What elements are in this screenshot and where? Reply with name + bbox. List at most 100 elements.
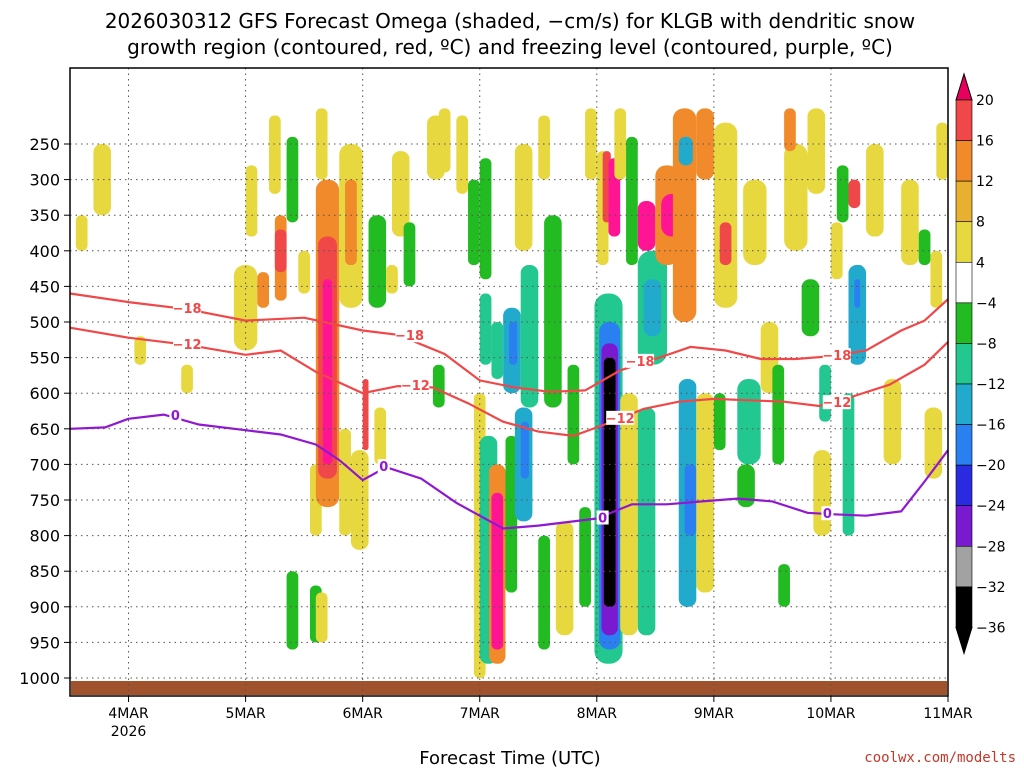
omega-cell-85 [772, 364, 785, 465]
y-axis: 250 300 350 400 450 500 550 600 650 700 750 800 850 9… [19, 135, 70, 688]
omega-cell-36 [479, 293, 492, 365]
colorbar-label-9: −20 [976, 458, 1006, 474]
y-tick-label-950: 950 [29, 633, 60, 652]
contour-label-4: −12 [401, 379, 430, 394]
omega-cell-79 [719, 222, 732, 266]
x-tick-label-11: 11MAR [923, 706, 972, 722]
omega-shading-layer [75, 108, 948, 678]
omega-cell-93 [830, 222, 843, 280]
omega-cell-64 [620, 393, 638, 636]
contour-label-bg-7 [606, 410, 635, 425]
y-tick-label-350: 350 [29, 206, 60, 225]
y-tick-label-600: 600 [29, 384, 60, 403]
y-tick-label-450: 450 [29, 277, 60, 296]
omega-cell-8 [274, 229, 287, 273]
omega-cell-31 [315, 592, 328, 643]
colorbar-swatch-10 [955, 464, 973, 507]
colorbar-label-12: −32 [976, 580, 1006, 596]
omega-cell-42 [544, 215, 562, 408]
omega-cell-68 [643, 279, 662, 337]
omega-cell-0 [75, 215, 88, 251]
y-tick-label-850: 850 [29, 562, 60, 581]
omega-cell-73 [678, 136, 693, 166]
contour-label-1: −12 [173, 338, 202, 353]
colorbar-label-0: 20 [976, 93, 994, 109]
omega-cell-21 [362, 378, 369, 451]
colorbar-label-10: −24 [976, 499, 1006, 515]
contour-label-bg-0 [173, 301, 202, 316]
y-tick-label-650: 650 [29, 420, 60, 439]
colorbar: 20 16 12 8 4 −4 −8 −12 −16 −20 −24 −28 −32 −36 [955, 72, 1006, 656]
x-tick-label-5: 5MAR [225, 706, 266, 722]
colorbar-label-11: −28 [976, 539, 1006, 555]
credit-text: coolwx.com/modelts [864, 750, 1016, 766]
omega-cell-88 [784, 108, 796, 152]
contour-label-7: −12 [606, 412, 635, 427]
contour-label-bg-6 [626, 353, 655, 368]
y-tick-label-700: 700 [29, 455, 60, 474]
omega-cell-99 [854, 279, 861, 308]
omega-cell-51 [538, 535, 550, 650]
x-tick-label-8: 8MAR [577, 706, 618, 722]
contour-label-11: 0 [823, 507, 832, 522]
colorbar-label-1: 16 [976, 134, 994, 150]
omega-cell-101 [883, 378, 902, 465]
contour-label-9: −18 [822, 349, 851, 364]
omega-cell-77 [696, 108, 714, 180]
omega-cell-87 [784, 144, 808, 251]
colorbar-swatch-12 [955, 545, 973, 588]
x-tick-label-7: 7MAR [460, 706, 501, 722]
colorbar-swatch-2 [955, 140, 973, 182]
omega-cell-66 [637, 200, 656, 251]
y-tick-label-550: 550 [29, 349, 60, 368]
omega-cell-6 [257, 272, 270, 308]
omega-cell-55 [585, 108, 597, 180]
contour-label-bg-4 [401, 378, 430, 393]
contour-label-8: 0 [598, 512, 607, 527]
omega-cell-54 [579, 507, 591, 607]
contour-label-3: −18 [395, 329, 424, 344]
terrain-layer [71, 681, 947, 695]
omega-cell-5 [245, 165, 258, 237]
omega-cell-86 [778, 564, 790, 607]
colorbar-label-3: 8 [976, 215, 985, 231]
contour-label-6: −18 [626, 355, 655, 370]
omega-cell-23 [374, 407, 387, 465]
colorbar-swatch-13 [955, 586, 973, 628]
omega-cell-53 [567, 364, 580, 465]
omega-cell-96 [848, 179, 861, 209]
x-tick-label-4: 4MAR [108, 706, 149, 722]
colorbar-swatch-3 [955, 180, 973, 223]
omega-cell-90 [807, 108, 826, 194]
contour-labels: −18 −12 0 −18 −12 0 −18 −12 0 −18 −12 0 [169, 301, 851, 527]
omega-cell-24 [386, 265, 398, 294]
omega-cell-89 [801, 279, 820, 337]
contour-label-bg-11 [821, 506, 834, 521]
colorbar-swatch-5 [955, 261, 973, 304]
omega-cell-98 [848, 265, 867, 365]
contour-label-bg-9 [822, 348, 851, 363]
omega-cell-83 [743, 179, 767, 266]
y-tick-label-750: 750 [29, 491, 60, 510]
colorbar-swatch-4 [955, 221, 973, 263]
colorbar-label-7: −12 [976, 377, 1006, 393]
y-tick-label-900: 900 [29, 598, 60, 617]
contour-label-5: 0 [379, 460, 388, 475]
omega-cell-15 [322, 279, 333, 465]
x-tick-label-9: 9MAR [694, 706, 735, 722]
omega-cell-52 [555, 521, 574, 636]
contour-label-0: −18 [173, 302, 202, 317]
omega-cell-39 [509, 322, 518, 365]
omega-cell-26 [403, 222, 416, 287]
omega-cell-76 [696, 393, 714, 593]
omega-cell-3 [181, 364, 193, 394]
colorbar-swatch-11 [955, 505, 973, 547]
omega-cell-102 [901, 179, 919, 266]
colorbar-swatch-1 [955, 99, 973, 141]
omega-cell-32 [438, 108, 451, 173]
omega-cell-29 [286, 571, 299, 650]
plot-frame [69, 67, 949, 697]
colorbar-top-arrow [955, 72, 973, 101]
omega-cell-94 [836, 165, 849, 223]
colorbar-swatch-8 [955, 383, 973, 425]
